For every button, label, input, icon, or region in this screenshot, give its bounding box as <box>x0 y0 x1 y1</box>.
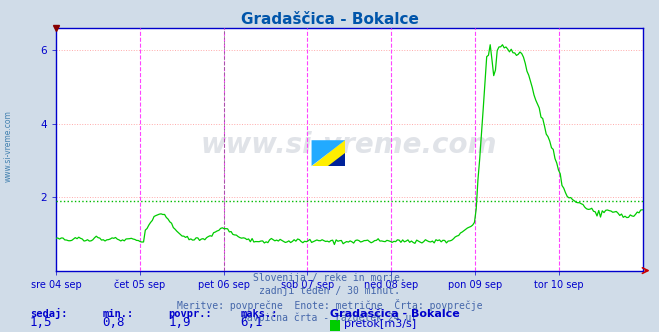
Text: 1,9: 1,9 <box>168 316 190 329</box>
Polygon shape <box>312 140 345 166</box>
Text: Meritve: povprečne  Enote: metrične  Črta: povprečje: Meritve: povprečne Enote: metrične Črta:… <box>177 299 482 311</box>
Text: www.si-vreme.com: www.si-vreme.com <box>201 130 498 159</box>
Text: sedaj:: sedaj: <box>30 308 67 319</box>
Polygon shape <box>312 140 345 166</box>
Text: pretok[m3/s]: pretok[m3/s] <box>344 319 416 329</box>
Polygon shape <box>328 153 345 166</box>
Text: www.si-vreme.com: www.si-vreme.com <box>3 110 13 182</box>
Text: min.:: min.: <box>102 309 133 319</box>
Text: 6,1: 6,1 <box>241 316 263 329</box>
Text: zadnji teden / 30 minut.: zadnji teden / 30 minut. <box>259 286 400 296</box>
Text: Gradaščica - Bokalce: Gradaščica - Bokalce <box>330 309 459 319</box>
Text: 1,5: 1,5 <box>30 316 52 329</box>
Text: povpr.:: povpr.: <box>168 309 212 319</box>
Text: Slovenija / reke in morje.: Slovenija / reke in morje. <box>253 273 406 283</box>
Text: navpična črta - razdelek 24 ur: navpična črta - razdelek 24 ur <box>241 313 418 323</box>
Text: maks.:: maks.: <box>241 309 278 319</box>
Text: Gradaščica - Bokalce: Gradaščica - Bokalce <box>241 12 418 27</box>
Text: 0,8: 0,8 <box>102 316 125 329</box>
